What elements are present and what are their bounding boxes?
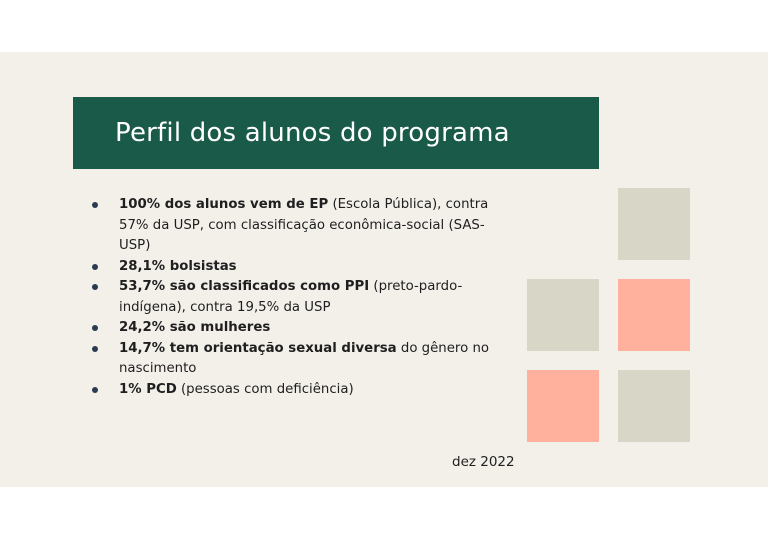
bullet-item: 1% PCD (pessoas com deficiência) — [92, 380, 492, 401]
bullet-bold-text: 28,1% bolsistas — [119, 258, 237, 274]
bullet-bold-text: 1% PCD — [119, 381, 177, 397]
bullet-bold-text: 24,2% são mulheres — [119, 320, 271, 335]
bullet-dot-icon — [92, 284, 98, 290]
bullet-bold-text: 100% dos alunos vem de EP — [119, 197, 329, 212]
bullet-bold-text: 14,7% tem orientação sexual diversa — [119, 340, 397, 356]
bullet-dot-icon — [92, 263, 98, 270]
bullet-text: (Escola Pública), contra 57% da USP, com… — [119, 197, 489, 253]
decor-square-grey — [527, 279, 599, 351]
bullet-dot-icon — [92, 325, 98, 331]
bullet-dot-icon — [92, 345, 98, 352]
date-label: dez 2022 — [452, 454, 515, 470]
decor-square-salmon — [527, 370, 599, 442]
bullet-text: do gênero no nascimento — [119, 340, 490, 377]
bullet-dot-icon — [92, 386, 98, 393]
bullet-item: 53,7% são classificados como PPI (preto-… — [92, 277, 492, 318]
bullet-list: 100% dos alunos vem de EP (Escola Públic… — [92, 195, 492, 400]
bullet-item: 14,7% tem orientação sexual diversa do g… — [92, 339, 492, 380]
bullet-item: 24,2% são mulheres — [92, 318, 492, 339]
decor-square-grey — [618, 370, 690, 442]
bullet-text: (preto-pardo-indígena), contra 19,5% da … — [119, 279, 463, 315]
bullet-item: 28,1% bolsistas — [92, 257, 492, 278]
decor-square-salmon — [618, 279, 690, 351]
title-banner: Perfil dos alunos do programa — [73, 97, 599, 169]
slide-title: Perfil dos alunos do programa — [115, 118, 510, 148]
bullet-dot-icon — [92, 202, 98, 208]
bullet-item: 100% dos alunos vem de EP (Escola Públic… — [92, 195, 492, 257]
slide: Perfil dos alunos do programa 100% dos a… — [0, 52, 768, 487]
bullet-text: (pessoas com deficiência) — [176, 381, 354, 397]
bullet-bold-text: 53,7% são classificados como PPI — [119, 279, 370, 294]
decor-square-grey — [618, 188, 690, 260]
